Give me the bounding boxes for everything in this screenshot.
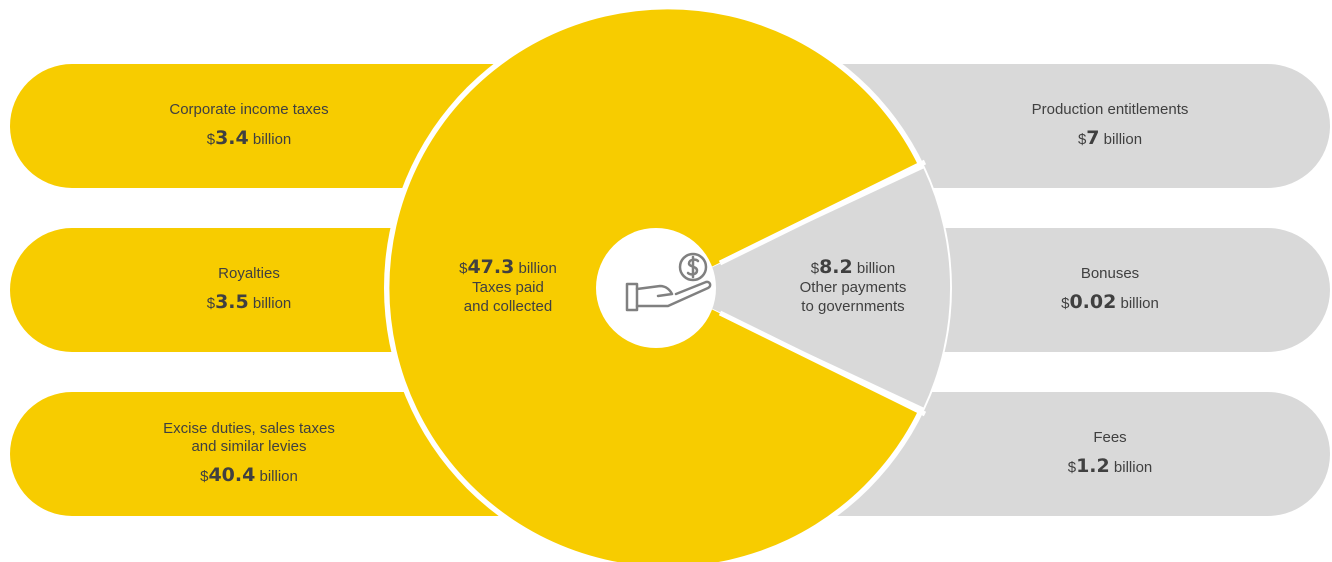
other-payments-segment: [668, 168, 951, 408]
pill-label: Production entitlements: [1031, 101, 1189, 118]
pill-amount: $3.5 billion: [206, 291, 292, 313]
pill-label: Royalties: [218, 265, 280, 282]
pill-amount: $3.4 billion: [206, 127, 292, 149]
pill-amount: $7 billion: [1077, 127, 1143, 149]
pill-label: Excise duties, sales taxes and similar l…: [163, 420, 335, 455]
pill-label: Corporate income taxes: [169, 101, 329, 118]
taxes-total-label: $47.3 billion Taxes paid and collected: [459, 256, 557, 316]
pill-label: Fees: [1093, 429, 1127, 446]
segment-divider: [718, 159, 927, 266]
pill-amount: $40.4 billion: [200, 464, 298, 486]
donut-center: [596, 228, 716, 348]
segment-divider: [718, 310, 927, 417]
pill-amount: $1.2 billion: [1067, 455, 1153, 477]
hand-holding-dollar-icon: [625, 252, 712, 312]
pill-amount: $0.02 billion: [1061, 291, 1159, 313]
pill-label: Bonuses: [1080, 265, 1140, 282]
other-payments-total-label: $8.2 billion Other payments to governmen…: [799, 256, 907, 316]
